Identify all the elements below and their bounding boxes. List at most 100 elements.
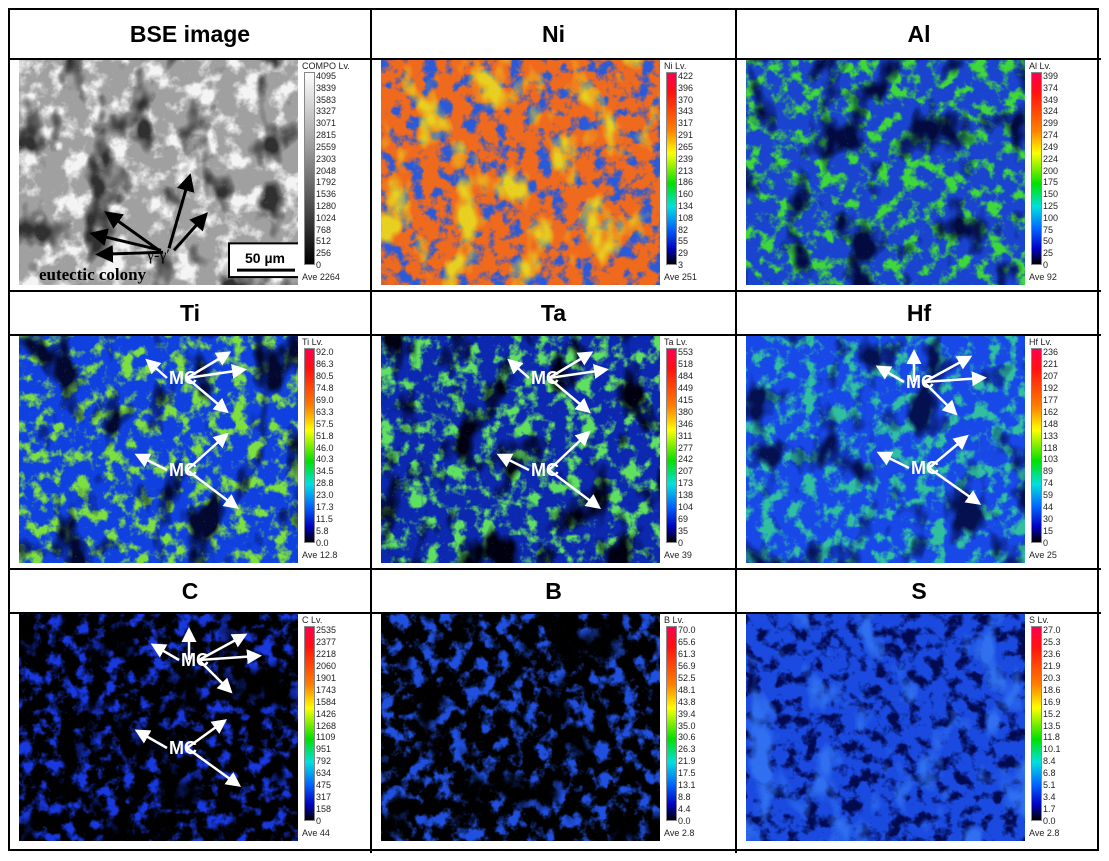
colorbar-tick-label: 1.7 [1043,804,1056,815]
colorbar-tick-label: 256 [316,248,332,259]
mc-arrow [150,643,180,662]
panel-title: Ni [372,10,735,60]
colorbar-tick-label: 23.0 [316,490,334,501]
colorbar-tick-label: 221 [1043,358,1059,369]
colorbar-tick-label: 553 [678,347,694,357]
colorbar-tick-label: 1536 [316,189,337,200]
colorbar-tick-label: 224 [1043,153,1059,164]
colorbar-tick-label: 30.6 [678,732,696,743]
average-value: Ave 2.8 [1029,828,1060,838]
colorbar-tick-label: 242 [678,454,694,465]
colorbar: B Lv. Ave 2.8 70.0 65.6 61.3 56.9 52.5 48.1 43… [662,614,730,841]
colorbar-tick-label: 133 [1043,430,1059,441]
colorbar-tick-label: 1268 [316,720,337,731]
average-value: Ave 25 [1029,550,1057,560]
colorbar-tick-label: 15 [1043,526,1054,537]
mc-arrow [548,351,594,380]
colorbar-label: B Lv. [664,615,684,625]
colorbar-label: C Lv. [302,615,323,625]
colorbar-tick-label: 399 [1043,71,1059,81]
colorbar: Ta Lv. Ave 39 553 518 484 449 415 380 346 311 27… [662,336,730,563]
colorbar: Ni Lv. Ave 251 422 396 370 343 317 291 265 239 2… [662,60,730,285]
colorbar-gradient [304,72,315,265]
mc-label: MC [169,738,197,758]
colorbar-gradient [304,348,315,543]
colorbar-tick-label: 792 [316,756,332,767]
colorbar-tick-label: 39.4 [678,708,696,719]
colorbar-tick-label: 346 [678,418,694,429]
colorbar-tick-label: 343 [678,106,694,117]
colorbar-tick-label: 28.8 [316,478,334,489]
panel-ni: Ni Ni Lv. Ave 251 [372,10,737,292]
mc-arrow [186,746,242,787]
colorbar-label: Al Lv. [1029,61,1051,71]
colorbar-tick-label: 274 [1043,130,1059,141]
colorbar-tick-label: 48.1 [678,684,696,695]
colorbar-tick-label: 175 [1043,177,1059,188]
panel-title: Ti [10,292,370,336]
colorbar-gradient [1031,348,1042,543]
colorbar-tick-label: 138 [678,490,694,501]
colorbar-tick-label: 148 [1043,418,1059,429]
colorbar-tick-label: 1024 [316,212,337,223]
colorbar-tick-label: 5.8 [316,526,329,537]
average-value: Ave 44 [302,828,330,838]
panel-al: Al Al Lv. Ave 92 [737,10,1101,292]
mc-arrow [198,649,262,665]
colorbar-tick-label: 125 [1043,200,1059,211]
panel-c: C MC MC C Lv. Ave 44 [10,570,372,853]
colorbar-tick-label: 150 [1043,189,1059,200]
colorbar-tick-label: 1743 [316,684,337,695]
colorbar: COMPO Lv. Ave 2264 4095 3839 3583 3327 3071 2… [300,60,368,285]
colorbar-tick-label: 2559 [316,141,337,152]
colorbar-tick-label: 349 [1043,94,1059,105]
colorbar: Hf Lv. Ave 25 236 221 207 192 177 162 148 133 11… [1027,336,1095,563]
mc-arrow [134,729,168,750]
panel-title: C [10,570,370,614]
colorbar-tick-label: 1792 [316,177,337,188]
panel-ti: Ti MC MC Ti Lv. Ave 12. [10,292,372,570]
colorbar-tick-label: 0 [1043,260,1049,270]
phase-arrows [89,173,208,263]
colorbar-tick-label: 299 [1043,118,1059,129]
colony-label: eutectic colony [39,265,147,284]
mc-arrow [548,364,609,380]
colorbar-tick-label: 10.1 [1043,744,1061,755]
colorbar-tick-label: 380 [678,406,694,417]
figure-grid: BSE image γ- [8,8,1101,853]
colorbar-tick-label: 370 [678,94,694,105]
panel-ta: Ta MC MC Ta Lv. Ave 39 [372,292,737,570]
colorbar-gradient [666,72,677,265]
element-map [746,60,1025,285]
mc-arrow [496,453,530,472]
mc-arrow [186,351,232,380]
mc-arrow [186,719,228,750]
mc-arrow [198,659,233,694]
panel-title: B [372,570,735,614]
colorbar-tick-label: 59 [1043,490,1054,501]
panel-title: S [737,570,1101,614]
average-value: Ave 12.8 [302,550,338,560]
colorbar-tick-label: 291 [678,130,694,141]
mc-arrow [875,365,905,384]
colorbar-tick-label: 104 [678,502,694,513]
colorbar-tick-label: 265 [678,141,694,152]
colorbar-gradient [304,626,315,821]
element-map: γ-γ′ eutectic colony 50 µm [19,60,298,285]
mc-label: MC [906,372,934,392]
mc-label: MC [169,368,197,388]
colorbar-tick-label: 43.8 [678,696,696,707]
colorbar-tick-label: 162 [1043,406,1059,417]
element-map [746,614,1025,841]
mc-arrow [145,358,168,379]
colorbar-tick-label: 317 [316,792,332,803]
colorbar-tick-label: 8.4 [1043,756,1056,767]
colorbar-tick-label: 63.3 [316,406,334,417]
colorbar-tick-label: 0 [678,538,684,548]
panel-s: S S Lv. Ave 2.8 2 [737,570,1101,853]
colorbar-tick-label: 158 [316,804,332,815]
average-value: Ave 92 [1029,272,1057,282]
colorbar-tick-label: 0 [316,260,322,270]
colorbar-tick-label: 74 [1043,478,1054,489]
colorbar-tick-label: 277 [678,442,694,453]
